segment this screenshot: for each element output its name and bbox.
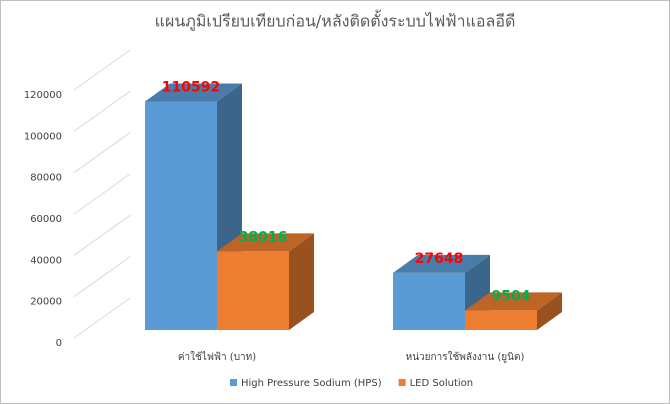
y-tick-label: 20000 [30,297,62,308]
bar-top [393,254,490,273]
bar [465,292,562,330]
y-tick-label: 40000 [30,255,62,266]
grid-line [73,132,131,174]
x-tick-label: ค่าใช้ไฟฟ้า (บาท) [178,351,256,363]
x-tick-label: หน่วยการใช้พลังงาน (ยูนิต) [406,351,525,363]
y-tick-label: 80000 [30,173,62,184]
value-label: 9504 [492,288,531,304]
y-tick-label: 60000 [30,214,62,225]
grid-line [73,49,131,91]
grid-line [73,297,131,339]
bar-top [465,292,562,311]
bar-front [465,310,537,330]
grid-line [73,256,131,298]
grid-line [73,90,131,132]
bar [217,233,314,330]
bar-top [145,83,242,102]
bar-top [217,233,314,252]
grid-line [73,214,131,256]
legend-label: LED Solution [410,378,474,389]
legend-swatch [230,379,237,386]
bar-front [217,251,289,330]
y-tick-label: 0 [56,338,62,349]
y-tick-label: 120000 [24,90,62,101]
grid-line [73,173,131,215]
chart-title: แผนภูมิเปรียบเทียบก่อน/หลังติดตั้งระบบไฟ… [155,10,516,32]
bar-front [145,101,217,330]
bar-front [393,272,465,330]
bar-side [289,233,314,330]
value-label: 27648 [415,251,464,267]
y-tick-label: 100000 [24,131,62,142]
value-label: 110592 [162,79,220,95]
bar-side [537,292,562,330]
value-label: 38016 [239,229,288,245]
legend-label: High Pressure Sodium (HPS) [241,378,382,389]
legend-swatch [398,379,406,386]
